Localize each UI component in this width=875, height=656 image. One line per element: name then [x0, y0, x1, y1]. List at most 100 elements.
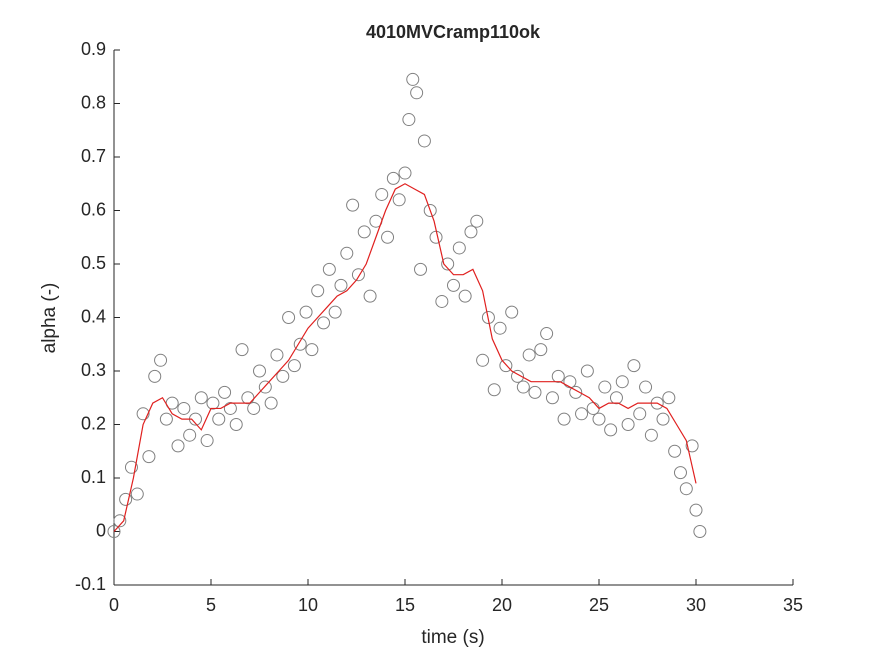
data-point [689, 503, 703, 517]
data-point [229, 418, 243, 431]
data-point [470, 214, 484, 228]
data-point [656, 412, 670, 426]
data-point [644, 428, 658, 442]
y-tick-label: 0.2 [81, 413, 106, 433]
data-point [264, 396, 278, 410]
x-tick-label: 30 [686, 595, 706, 615]
data-point [159, 412, 173, 426]
chart-title: 4010MVCramp110ok [366, 22, 541, 42]
y-tick-label: -0.1 [75, 574, 106, 594]
trend-line [113, 183, 697, 532]
data-point [609, 391, 623, 405]
data-point [662, 391, 676, 405]
data-point [487, 383, 501, 397]
x-axis-label: time (s) [421, 627, 484, 648]
data-point [586, 401, 600, 415]
y-tick-label: 0.6 [81, 199, 106, 219]
y-tick-label: 0.1 [81, 467, 106, 487]
y-tick-label: 0.8 [81, 92, 106, 112]
data-point [464, 225, 478, 239]
y-tick-label: 0 [96, 520, 106, 540]
data-point [107, 525, 121, 538]
data-point [363, 289, 377, 303]
data-point [693, 525, 707, 538]
data-point [435, 294, 449, 308]
y-tick-label: 0.7 [81, 146, 106, 166]
y-tick-label: 0.3 [81, 360, 106, 380]
data-point [177, 401, 191, 415]
data-point [410, 86, 424, 100]
data-point [351, 268, 365, 282]
data-point [575, 407, 589, 421]
x-tick-label: 20 [492, 595, 512, 615]
data-point [148, 369, 162, 383]
data-point [499, 359, 513, 373]
data-point [452, 241, 466, 255]
data-point [545, 391, 559, 405]
data-point [218, 385, 232, 399]
data-point [375, 187, 389, 201]
data-point [328, 305, 342, 319]
data-point [334, 278, 348, 292]
data-point [511, 369, 525, 383]
data-point [528, 385, 542, 399]
y-tick-label: 0.5 [81, 253, 106, 273]
data-point [402, 113, 416, 127]
data-point [247, 401, 261, 415]
data-point [299, 305, 313, 319]
data-point [534, 343, 548, 357]
data-point [633, 407, 647, 421]
data-point [458, 289, 472, 303]
data-point [340, 246, 354, 260]
data-point [206, 396, 220, 410]
data-point [505, 305, 519, 319]
data-point [311, 284, 325, 298]
data-point [569, 385, 583, 399]
y-axis-label: alpha (-) [39, 283, 60, 354]
data-point [346, 198, 360, 212]
data-point [615, 375, 629, 389]
data-point [668, 444, 682, 458]
x-tick-label: 5 [206, 595, 216, 615]
x-tick-label: 0 [109, 595, 119, 615]
data-point [270, 348, 284, 362]
data-point [258, 380, 272, 394]
data-point [592, 412, 606, 426]
data-point [317, 316, 331, 330]
data-point [429, 230, 443, 244]
data-point [130, 487, 144, 501]
data-point [685, 439, 699, 453]
data-point [604, 423, 618, 437]
data-point [293, 337, 307, 351]
data-point [679, 482, 693, 496]
data-point [476, 353, 490, 367]
data-point [223, 401, 237, 415]
data-point [557, 412, 571, 426]
data-point [154, 353, 168, 367]
data-point [119, 492, 133, 506]
data-point [235, 343, 249, 357]
data-point [406, 72, 420, 86]
data-point [287, 359, 301, 373]
data-point [481, 311, 495, 324]
data-point [563, 375, 577, 389]
data-point [212, 412, 226, 426]
data-point [639, 380, 653, 394]
data-point [171, 439, 185, 453]
data-point [142, 450, 156, 464]
data-point [398, 166, 412, 180]
x-tick-label: 15 [395, 595, 415, 615]
data-point [241, 391, 255, 405]
data-point [447, 278, 460, 292]
data-point [598, 380, 612, 394]
data-point [522, 348, 536, 362]
data-point [200, 434, 214, 448]
data-point [357, 225, 371, 239]
data-point [253, 364, 266, 378]
data-point [183, 428, 197, 442]
data-point [516, 380, 530, 394]
data-point [136, 407, 150, 421]
data-point [381, 230, 395, 244]
data-point [386, 171, 400, 185]
